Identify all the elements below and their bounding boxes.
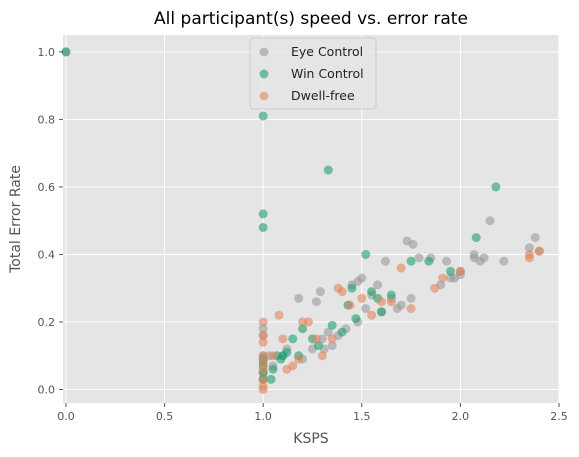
legend-label-eye-control: Eye Control: [291, 44, 363, 59]
data-point: [338, 287, 347, 296]
data-point: [407, 294, 416, 303]
data-point: [288, 361, 297, 370]
data-point: [269, 351, 278, 360]
y-axis-ticks: 0.0 0.2 0.4 0.6 0.8 1.0: [38, 46, 64, 397]
data-point: [316, 287, 325, 296]
data-point: [294, 355, 303, 364]
data-point: [446, 267, 455, 276]
data-point: [328, 334, 337, 343]
data-point: [367, 311, 376, 320]
data-point: [407, 304, 416, 313]
data-point: [259, 112, 268, 121]
legend: Eye Control Win Control Dwell-free: [250, 38, 376, 109]
data-point: [259, 223, 268, 232]
data-point: [430, 284, 439, 293]
data-point: [499, 257, 508, 266]
y-tick-label: 0.4: [38, 248, 56, 261]
data-point: [472, 233, 481, 242]
data-point: [312, 297, 321, 306]
data-point: [345, 301, 354, 310]
data-point: [470, 250, 479, 259]
data-point: [274, 311, 283, 320]
data-point: [367, 287, 376, 296]
x-axis-ticks: 0.0 0.5 1.0 1.5 2.0 2.5: [57, 403, 568, 423]
data-point: [361, 304, 370, 313]
data-point: [397, 301, 406, 310]
data-point: [259, 209, 268, 218]
legend-marker-eye-control: [260, 48, 269, 57]
data-point: [409, 240, 418, 249]
data-point: [259, 365, 268, 374]
data-point: [357, 294, 366, 303]
data-point: [304, 317, 313, 326]
data-point: [278, 334, 287, 343]
data-point: [485, 216, 494, 225]
y-axis-label: Total Error Rate: [8, 165, 24, 274]
data-point: [259, 385, 268, 394]
data-point: [324, 166, 333, 175]
data-point: [438, 274, 447, 283]
data-point: [525, 250, 534, 259]
data-point: [338, 328, 347, 337]
y-tick-label: 0.6: [38, 181, 56, 194]
data-point: [259, 317, 268, 326]
legend-label-win-control: Win Control: [291, 66, 364, 81]
data-point: [442, 257, 451, 266]
data-point: [456, 267, 465, 276]
y-tick-label: 0.8: [38, 113, 56, 126]
data-point: [294, 294, 303, 303]
data-point: [259, 338, 268, 347]
data-point: [312, 334, 321, 343]
y-tick-label: 0.2: [38, 316, 56, 329]
x-tick-label: 2.5: [550, 410, 568, 423]
legend-marker-dwell-free: [260, 92, 269, 101]
x-tick-label: 0.5: [156, 410, 174, 423]
data-point: [387, 297, 396, 306]
data-point: [491, 182, 500, 191]
data-point: [531, 233, 540, 242]
data-point: [535, 247, 544, 256]
legend-marker-win-control: [260, 70, 269, 79]
data-point: [318, 351, 327, 360]
data-point: [381, 257, 390, 266]
data-point: [424, 257, 433, 266]
y-tick-label: 1.0: [38, 46, 56, 59]
data-point: [361, 250, 370, 259]
data-point: [347, 284, 356, 293]
data-point: [407, 257, 416, 266]
data-point: [357, 274, 366, 283]
data-point: [397, 263, 406, 272]
x-tick-label: 2.0: [452, 410, 470, 423]
x-tick-label: 1.5: [353, 410, 371, 423]
data-point: [373, 280, 382, 289]
chart-title: All participant(s) speed vs. error rate: [154, 9, 468, 29]
data-point: [377, 297, 386, 306]
data-point: [480, 253, 489, 262]
x-tick-label: 0.0: [57, 410, 75, 423]
y-tick-label: 0.0: [38, 383, 56, 396]
legend-label-dwell-free: Dwell-free: [291, 88, 355, 103]
data-point: [351, 314, 360, 323]
data-point: [267, 375, 276, 384]
data-point: [328, 321, 337, 330]
data-point: [282, 348, 291, 357]
data-point: [377, 307, 386, 316]
x-tick-label: 1.0: [254, 410, 272, 423]
data-point: [269, 365, 278, 374]
data-point: [288, 334, 297, 343]
data-point: [414, 253, 423, 262]
x-axis-label: KSPS: [293, 431, 329, 447]
